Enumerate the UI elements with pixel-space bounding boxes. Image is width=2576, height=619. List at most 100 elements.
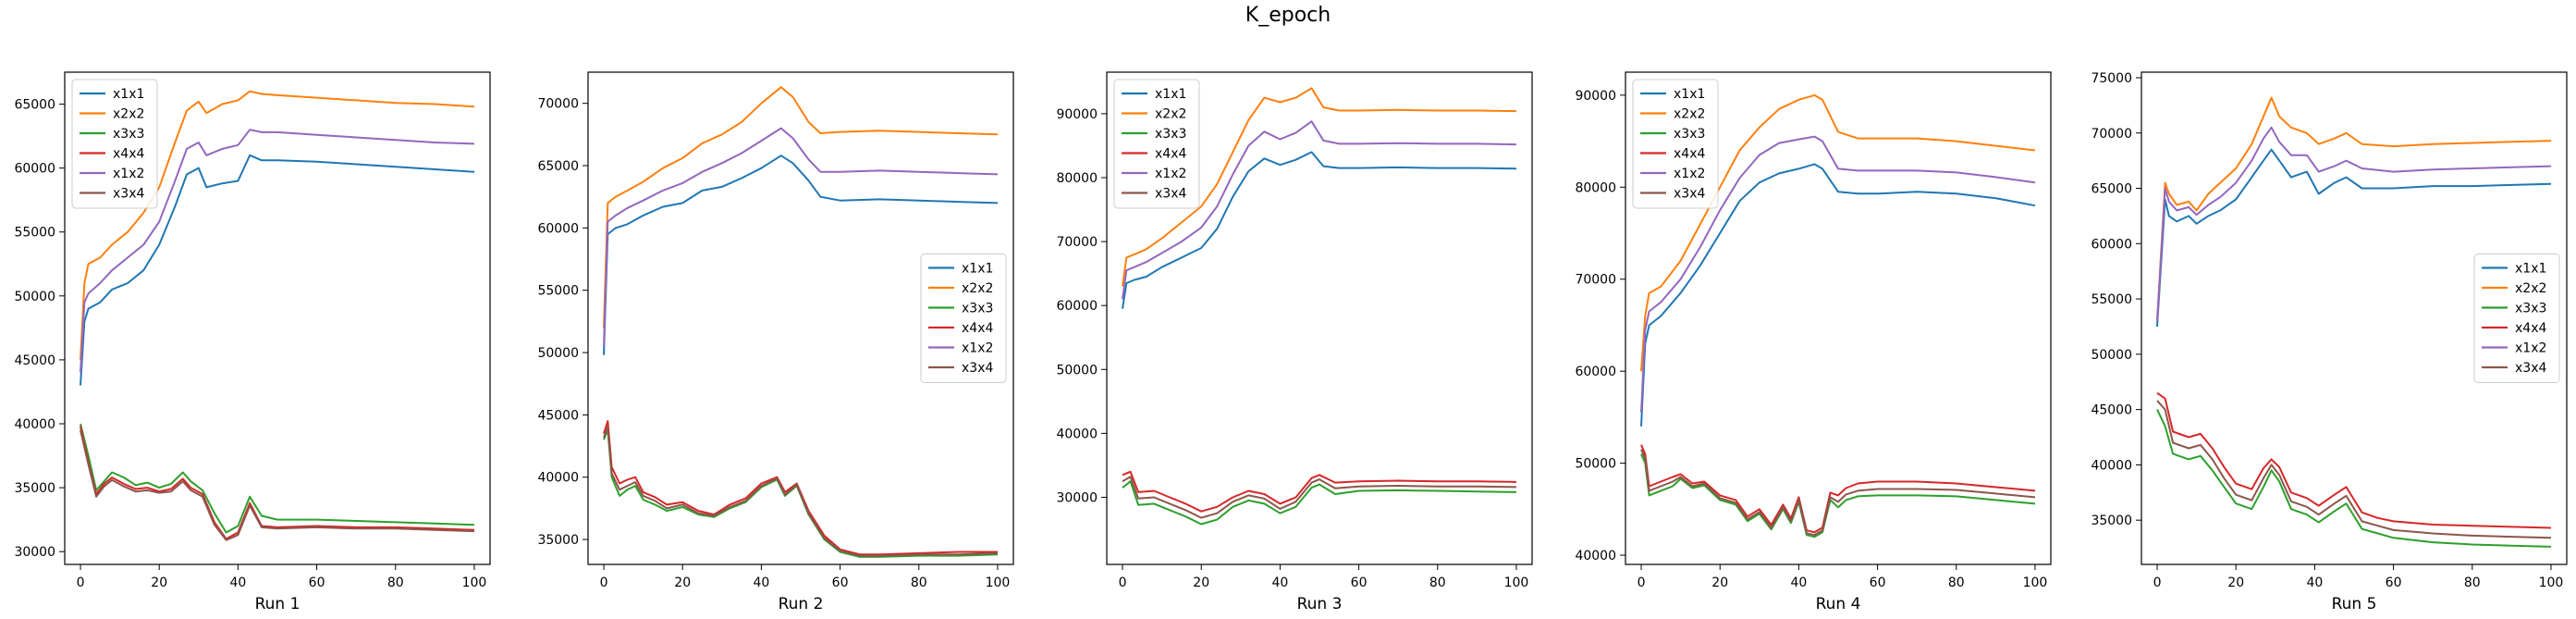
legend-label-x4x4: x4x4 [113, 147, 144, 162]
legend-box [71, 79, 158, 209]
y-tick-label: 50000 [537, 346, 579, 361]
y-tick-label: 70000 [2091, 127, 2132, 142]
series-line-x1x2 [603, 127, 999, 347]
y-tick-label: 70000 [537, 97, 579, 112]
legend: x1x1 x2x2 x3x3 x4x4 x1x2 x3x4 [1632, 79, 1719, 209]
legend-label-x3x3: x3x3 [113, 127, 144, 142]
legend-label-x3x4: x3x4 [962, 361, 993, 376]
legend-label-x1x1: x1x1 [2515, 262, 2546, 277]
y-tick-label: 30000 [14, 545, 55, 560]
y-tick-label: 55000 [537, 284, 579, 299]
legend-label-x1x2: x1x2 [1674, 167, 1705, 181]
chart-panel-5: 0 20 40 60 80 100 35000 40000 45000 50000 55000 600… [2091, 71, 2568, 613]
y-tick-label: 75000 [2091, 71, 2132, 86]
legend-label-x2x2: x2x2 [2515, 281, 2546, 296]
x-tick-label: 20 [1711, 576, 1728, 590]
x-tick-label: 40 [1271, 576, 1288, 590]
y-tick-label: 35000 [2091, 514, 2132, 528]
series-line-x1x1 [603, 155, 999, 355]
legend-label-x3x3: x3x3 [1155, 127, 1186, 142]
x-tick-label: 60 [309, 576, 325, 590]
legend: x1x1 x2x2 x3x3 x4x4 x1x2 x3x4 [2473, 254, 2560, 383]
y-tick-label: 65000 [14, 98, 55, 113]
y-tick-label: 70000 [1575, 273, 1616, 288]
series-line-x4x4 [2156, 391, 2552, 529]
legend-label-x3x4: x3x4 [2515, 361, 2546, 376]
legend-label-x3x4: x3x4 [1674, 187, 1705, 202]
x-tick-label: 20 [1193, 576, 1209, 590]
chart-panel-4: 0 20 40 60 80 100 40000 50000 60000 70000 80000 900… [1575, 71, 2052, 613]
x-tick-label: 40 [1790, 576, 1807, 590]
y-tick-label: 45000 [14, 353, 55, 368]
legend-label-x1x2: x1x2 [1155, 167, 1186, 181]
y-tick-label: 35000 [14, 481, 55, 496]
x-tick-label: 80 [911, 576, 927, 590]
legend-label-x1x1: x1x1 [1674, 87, 1705, 102]
legend-label-x2x2: x2x2 [1155, 107, 1186, 122]
series-line-x2x2 [1640, 93, 2036, 372]
legend-label-x1x1: x1x1 [1155, 87, 1186, 102]
x-tick-label: 20 [2227, 576, 2244, 590]
x-tick-label: 80 [1429, 576, 1446, 590]
y-tick-label: 40000 [537, 471, 579, 486]
series-line-x1x2 [80, 129, 475, 373]
legend: x1x1 x2x2 x3x3 x4x4 x1x2 x3x4 [71, 79, 158, 209]
series-line-x3x3 [80, 423, 475, 534]
series-line-x3x4 [1640, 449, 2036, 537]
x-tick-label: 60 [1870, 576, 1886, 590]
y-tick-label: 40000 [1575, 549, 1616, 563]
chart-panel-2: 0 20 40 60 80 100 35000 40000 45000 50000 55000 600… [537, 71, 1014, 613]
y-tick-label: 60000 [537, 221, 579, 236]
axes-frame [64, 71, 491, 565]
legend-label-x1x2: x1x2 [962, 341, 993, 356]
series-line-x3x4 [2156, 400, 2552, 539]
series-line-x1x2 [2156, 126, 2552, 322]
series-line-x1x2 [1640, 135, 2036, 413]
x-axis-label: Run 1 [255, 595, 301, 613]
legend-box [2473, 254, 2560, 383]
y-tick-label: 35000 [537, 533, 579, 548]
series-line-x2x2 [603, 86, 999, 328]
x-tick-label: 0 [1638, 576, 1646, 590]
x-tick-label: 0 [77, 576, 85, 590]
x-axis-label: Run 3 [1297, 595, 1343, 613]
series-line-x1x2 [1122, 120, 1517, 300]
y-tick-label: 40000 [1056, 427, 1098, 441]
legend: x1x1 x2x2 x3x3 x4x4 x1x2 x3x4 [1113, 79, 1200, 209]
y-tick-label: 30000 [1056, 490, 1098, 505]
axes-frame [1106, 71, 1533, 565]
x-tick-label: 80 [2464, 576, 2481, 590]
y-tick-label: 60000 [14, 162, 55, 177]
legend-label-x2x2: x2x2 [1674, 107, 1705, 122]
legend-box [1632, 79, 1719, 209]
y-tick-label: 40000 [14, 417, 55, 432]
x-tick-label: 100 [1504, 576, 1529, 590]
legend-label-x1x2: x1x2 [113, 167, 144, 181]
series-line-x1x1 [2156, 148, 2552, 328]
legend-box [1113, 79, 1200, 209]
series-line-x4x4 [80, 426, 475, 540]
y-tick-label: 60000 [2091, 237, 2132, 252]
chart-panel-1: 0 20 40 60 80 100 30000 35000 40000 45000 50000 550… [14, 71, 491, 613]
legend-label-x2x2: x2x2 [113, 107, 144, 122]
y-tick-label: 50000 [2091, 348, 2132, 363]
series-line-x3x3 [603, 428, 999, 558]
series-line-x2x2 [1122, 87, 1517, 287]
y-tick-label: 90000 [1056, 107, 1098, 122]
y-tick-label: 60000 [1575, 365, 1616, 379]
y-tick-label: 50000 [1056, 363, 1098, 378]
legend-label-x1x1: x1x1 [962, 262, 993, 277]
y-tick-label: 45000 [2091, 403, 2132, 418]
legend-label-x3x3: x3x3 [2515, 302, 2546, 316]
legend-label-x4x4: x4x4 [1155, 147, 1186, 162]
series-line-x3x4 [1122, 476, 1517, 519]
y-tick-label: 65000 [537, 159, 579, 174]
series-line-x3x4 [603, 426, 999, 557]
figure-title: K_epoch [1245, 4, 1331, 27]
y-tick-label: 45000 [537, 408, 579, 423]
y-tick-label: 60000 [1056, 299, 1098, 314]
y-tick-label: 55000 [2091, 292, 2132, 307]
axes-frame [2141, 71, 2568, 565]
legend-label-x3x4: x3x4 [1155, 187, 1186, 202]
